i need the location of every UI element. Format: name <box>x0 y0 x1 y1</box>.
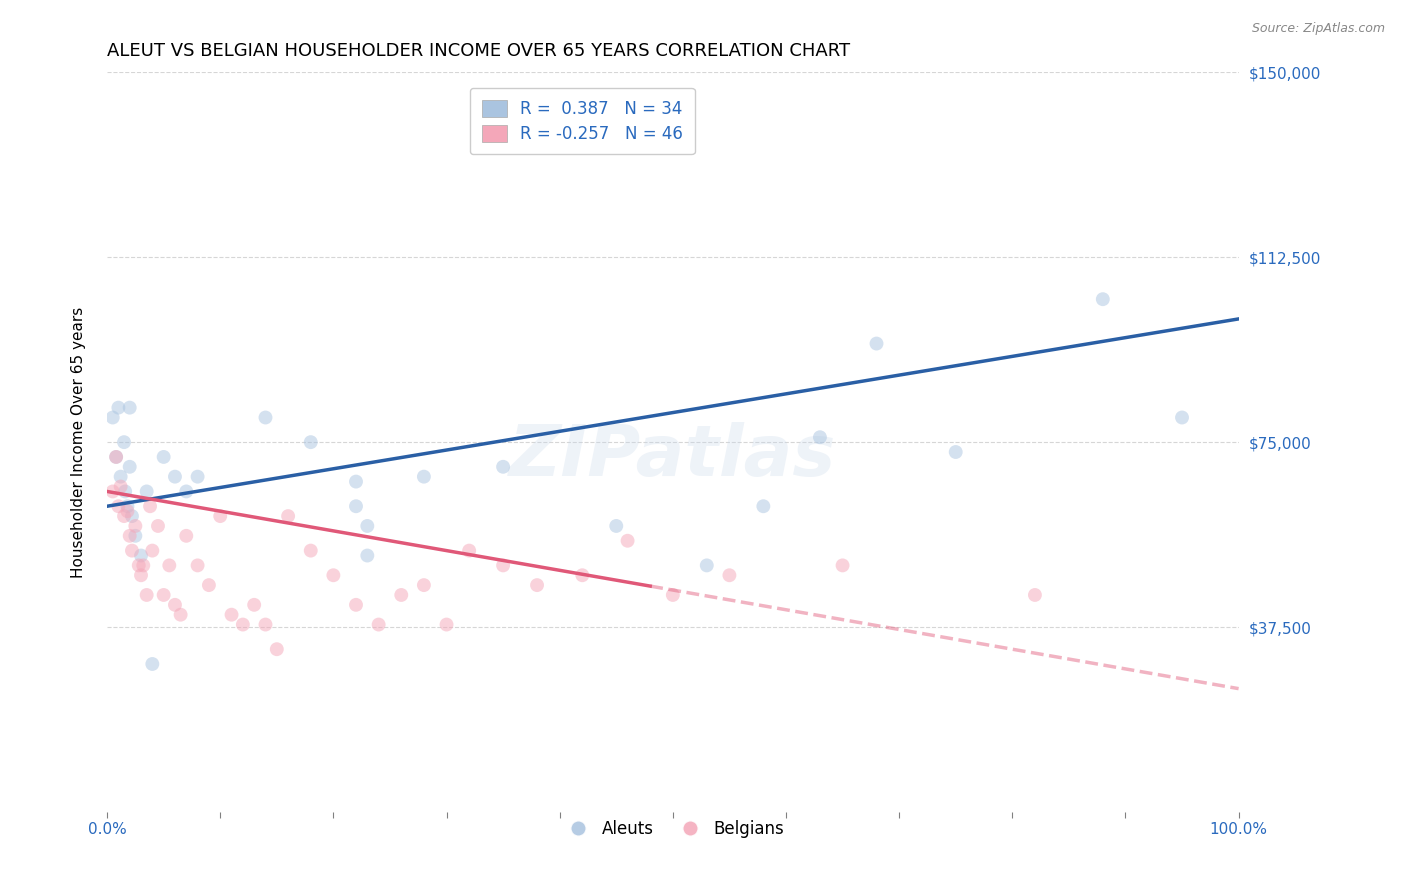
Point <box>1024 588 1046 602</box>
Point <box>146 519 169 533</box>
Point <box>412 469 434 483</box>
Point <box>152 588 174 602</box>
Point <box>139 500 162 514</box>
Point <box>110 469 132 483</box>
Point <box>128 558 150 573</box>
Point <box>117 504 139 518</box>
Text: Source: ZipAtlas.com: Source: ZipAtlas.com <box>1251 22 1385 36</box>
Point <box>141 657 163 671</box>
Point <box>356 549 378 563</box>
Point <box>101 410 124 425</box>
Point <box>344 500 367 514</box>
Point <box>367 617 389 632</box>
Point <box>163 469 186 483</box>
Point <box>254 410 277 425</box>
Point <box>118 529 141 543</box>
Point <box>187 558 209 573</box>
Point <box>344 598 367 612</box>
Point <box>198 578 221 592</box>
Point <box>492 558 515 573</box>
Point <box>174 484 197 499</box>
Point <box>718 568 741 582</box>
Point <box>605 519 627 533</box>
Point <box>105 450 128 464</box>
Point <box>299 435 322 450</box>
Point <box>117 500 139 514</box>
Point <box>209 509 232 524</box>
Point <box>344 475 367 489</box>
Point <box>831 558 853 573</box>
Point <box>277 509 299 524</box>
Point <box>322 568 344 582</box>
Point <box>571 568 593 582</box>
Point <box>107 401 129 415</box>
Point <box>121 509 143 524</box>
Text: ALEUT VS BELGIAN HOUSEHOLDER INCOME OVER 65 YEARS CORRELATION CHART: ALEUT VS BELGIAN HOUSEHOLDER INCOME OVER… <box>107 42 851 60</box>
Point <box>118 401 141 415</box>
Point <box>163 598 186 612</box>
Point <box>132 558 155 573</box>
Point <box>114 484 136 499</box>
Point <box>174 529 197 543</box>
Point <box>254 617 277 632</box>
Legend: Aleuts, Belgians: Aleuts, Belgians <box>555 813 792 844</box>
Point <box>945 445 967 459</box>
Point <box>299 543 322 558</box>
Point <box>865 336 887 351</box>
Point <box>412 578 434 592</box>
Point <box>112 435 135 450</box>
Point <box>118 459 141 474</box>
Point <box>107 500 129 514</box>
Point <box>458 543 481 558</box>
Point <box>121 543 143 558</box>
Point <box>157 558 180 573</box>
Point <box>752 500 775 514</box>
Point <box>356 519 378 533</box>
Point <box>135 588 157 602</box>
Point <box>1091 292 1114 306</box>
Point <box>492 459 515 474</box>
Text: ZIPatlas: ZIPatlas <box>509 423 837 491</box>
Point <box>232 617 254 632</box>
Point <box>696 558 718 573</box>
Point <box>141 543 163 558</box>
Point <box>129 568 152 582</box>
Point <box>389 588 412 602</box>
Y-axis label: Householder Income Over 65 years: Householder Income Over 65 years <box>72 307 86 578</box>
Point <box>616 533 638 548</box>
Point <box>124 529 146 543</box>
Point <box>110 479 132 493</box>
Point <box>152 450 174 464</box>
Point <box>526 578 548 592</box>
Point <box>135 484 157 499</box>
Point <box>101 484 124 499</box>
Point <box>112 509 135 524</box>
Point <box>105 450 128 464</box>
Point <box>129 549 152 563</box>
Point <box>662 588 685 602</box>
Point <box>436 617 458 632</box>
Point <box>243 598 266 612</box>
Point <box>169 607 191 622</box>
Point <box>221 607 243 622</box>
Point <box>187 469 209 483</box>
Point <box>266 642 288 657</box>
Point <box>1171 410 1194 425</box>
Point <box>808 430 831 444</box>
Point <box>124 519 146 533</box>
